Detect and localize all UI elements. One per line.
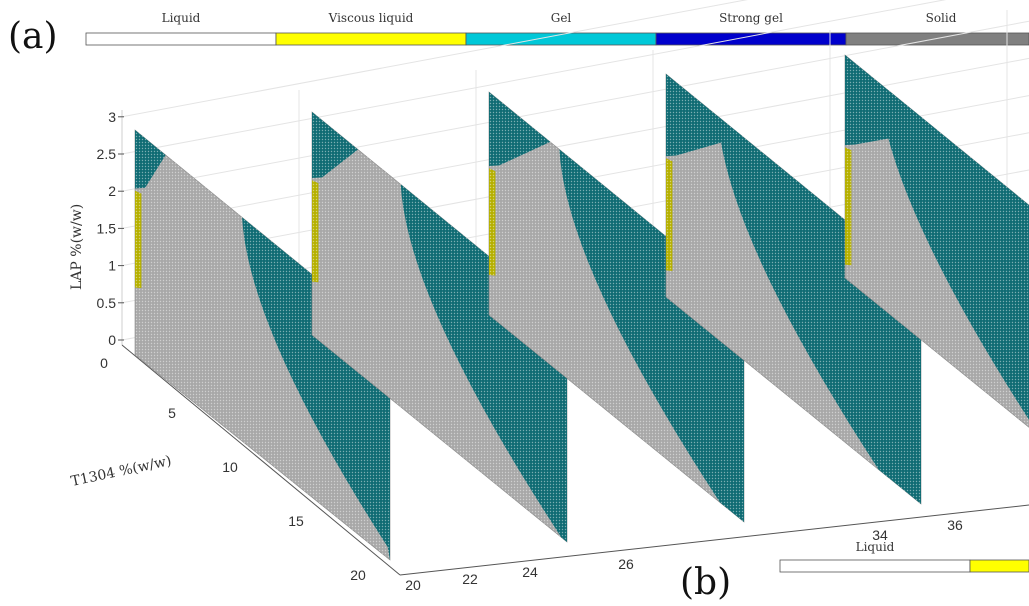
temperature-tick-label-4: 34 — [872, 527, 888, 543]
lap-tick-label-2: 1 — [108, 258, 116, 274]
t1304-axis: 0 5 10 15 20 — [100, 355, 366, 583]
temperature-tick-label-5: 36 — [947, 517, 963, 533]
legend-b-swatch-1 — [969, 559, 1029, 573]
legend-label-0: Liquid — [162, 11, 201, 25]
t1304-tick-label-4: 20 — [350, 567, 366, 583]
slice-24 — [488, 91, 745, 523]
legend-label-4: Solid — [926, 11, 957, 25]
grid-line-lap-6 — [121, 0, 748, 118]
slice-34 — [844, 54, 1029, 428]
panel-b-label: (b) — [680, 562, 731, 603]
temperature-axis: 20 22 24 26 34 36 — [405, 517, 963, 593]
axis-edge-temp — [399, 504, 1029, 576]
slice-texture — [489, 92, 744, 522]
legend-label-3: Strong gel — [719, 11, 783, 25]
temperature-tick-label-1: 22 — [462, 571, 478, 587]
slice-20 — [134, 129, 391, 561]
t1304-tick-label-0: 0 — [100, 355, 108, 371]
legend-swatch-3 — [655, 32, 847, 46]
lap-tick-label-3: 1.5 — [97, 220, 117, 236]
t1304-axis-title: T1304 %(w/w) — [70, 453, 173, 490]
legend-swatch-0 — [85, 32, 277, 46]
legend-label-1: Viscous liquid — [328, 11, 414, 25]
legend-b-swatch-0 — [779, 559, 971, 573]
slice-26 — [665, 73, 922, 505]
legend-label-2: Gel — [551, 11, 572, 25]
lap-tick-label-5: 2.5 — [97, 146, 117, 162]
temperature-tick-label-2: 24 — [522, 564, 538, 580]
lap-tick-label-1: 0.5 — [97, 295, 117, 311]
axis-edge-t1304 — [121, 344, 401, 576]
t1304-tick-label-2: 10 — [222, 459, 238, 475]
legend-b-label-0: Liquid — [856, 540, 895, 554]
t1304-tick-label-3: 15 — [288, 513, 304, 529]
lap-axis: 0 0.5 1 1.5 2 2.5 3 — [97, 109, 124, 348]
legend-colorbar: Liquid Viscous liquid Gel Strong gel Solid — [85, 11, 1029, 46]
grid-line-lap-5 — [121, 0, 947, 155]
slice-22 — [311, 111, 568, 543]
t1304-tick-label-1: 5 — [168, 405, 176, 421]
slice-texture — [845, 55, 1029, 428]
lap-axis-title: LAP %(w/w) — [69, 204, 85, 290]
panel-a-label: (a) — [8, 16, 58, 57]
legend-swatch-4 — [845, 32, 1029, 46]
lap-tick-label-4: 2 — [108, 183, 116, 199]
lap-tick-label-0: 0 — [108, 332, 116, 348]
legend-swatch-1 — [275, 32, 467, 46]
slice-texture — [135, 130, 390, 560]
phase-slices — [134, 54, 1029, 561]
temperature-tick-label-0: 20 — [405, 577, 421, 593]
slice-texture — [312, 112, 567, 542]
temperature-tick-label-3: 26 — [618, 556, 634, 572]
lap-tick-label-6: 3 — [108, 109, 116, 125]
grid-line-lap-4 — [121, 20, 1029, 192]
slice-texture — [666, 74, 921, 504]
